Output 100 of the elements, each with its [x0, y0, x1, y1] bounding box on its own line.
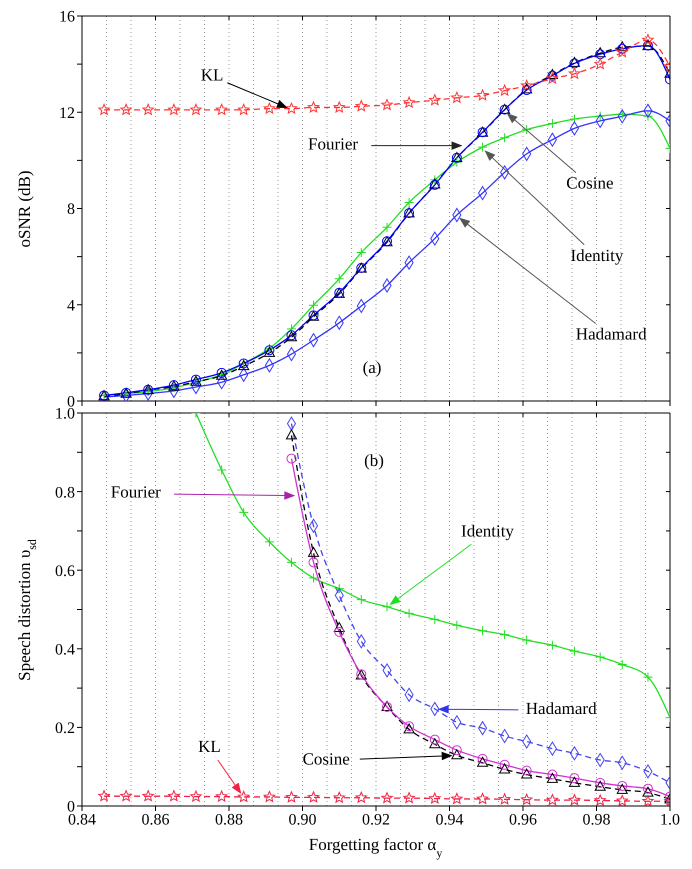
point — [430, 734, 440, 745]
annotation: (a) — [362, 358, 382, 377]
y-tick-label: 0.8 — [55, 484, 75, 502]
point — [594, 58, 606, 70]
point — [190, 790, 202, 802]
point — [430, 174, 440, 185]
point — [595, 652, 606, 662]
point — [286, 429, 297, 440]
point — [404, 197, 414, 208]
y-tick-label: 12 — [59, 104, 75, 122]
point — [568, 776, 580, 787]
point — [642, 786, 654, 797]
point — [98, 104, 110, 115]
point — [403, 96, 415, 108]
point — [451, 92, 463, 103]
text: Cosine — [302, 749, 350, 768]
point — [499, 763, 510, 774]
point — [308, 546, 320, 557]
point — [521, 768, 532, 779]
point — [500, 132, 510, 143]
x-tick-label: 0.90 — [288, 811, 316, 828]
point — [120, 104, 132, 115]
x-tick-label: 0.94 — [436, 811, 464, 828]
point — [617, 660, 628, 670]
point — [617, 109, 628, 120]
point — [568, 68, 580, 79]
point — [190, 104, 202, 115]
point — [522, 124, 532, 135]
point — [642, 784, 653, 794]
point — [547, 118, 558, 129]
point — [616, 784, 628, 794]
point — [500, 630, 510, 640]
point — [429, 738, 440, 748]
text: Fourier — [110, 482, 162, 502]
point — [286, 557, 296, 568]
point — [478, 626, 488, 636]
point — [216, 790, 228, 802]
point — [498, 793, 510, 804]
y-tick-label: 0.2 — [55, 720, 75, 738]
point — [569, 646, 580, 656]
point — [216, 464, 227, 475]
point — [308, 791, 320, 802]
point — [120, 790, 132, 802]
point — [381, 99, 393, 110]
point — [520, 80, 532, 91]
point — [142, 104, 154, 115]
point — [476, 792, 488, 804]
point — [452, 745, 462, 756]
point — [403, 792, 415, 804]
point — [334, 622, 345, 632]
x-tick-label: 0.96 — [509, 811, 537, 828]
point — [382, 222, 392, 232]
x-tick-label: 0.86 — [142, 811, 170, 828]
point — [476, 89, 488, 100]
y-tick-label: 4 — [67, 297, 75, 314]
point — [547, 640, 558, 650]
point — [616, 794, 628, 806]
point — [451, 792, 463, 804]
point — [98, 790, 110, 802]
text: Identity — [570, 246, 624, 265]
point — [381, 792, 393, 804]
point — [568, 794, 580, 806]
y-tick-label: 0.4 — [55, 641, 75, 658]
text: Hadamard — [576, 324, 648, 344]
point — [286, 454, 296, 464]
point — [264, 790, 276, 802]
point — [334, 584, 344, 594]
point — [594, 780, 606, 791]
point — [594, 794, 606, 806]
point — [430, 614, 440, 624]
text: Identity — [461, 521, 514, 540]
point — [264, 536, 274, 547]
point — [642, 34, 654, 46]
point — [452, 157, 462, 168]
point — [382, 602, 392, 612]
x-tick-label: 0.92 — [362, 811, 390, 828]
point — [286, 324, 296, 334]
point — [168, 790, 180, 802]
y-tick-label: 0.6 — [55, 562, 75, 580]
point — [595, 111, 606, 122]
point — [308, 101, 320, 112]
point — [216, 104, 228, 115]
point — [546, 772, 558, 783]
point — [451, 749, 462, 760]
point — [429, 94, 441, 106]
point — [546, 72, 558, 84]
text: Fourier — [308, 134, 358, 154]
point — [356, 100, 368, 112]
text: Cosine — [566, 174, 614, 193]
point — [286, 791, 298, 802]
point — [334, 101, 345, 112]
point — [569, 114, 580, 124]
series-label: KL — [200, 65, 224, 84]
point — [522, 766, 532, 776]
point — [356, 594, 366, 605]
y-axis-title: oSNR (dB) — [14, 170, 34, 248]
point — [569, 773, 580, 784]
point — [617, 780, 628, 791]
point — [547, 770, 558, 780]
x-tick-label: 1.0 — [660, 811, 680, 828]
